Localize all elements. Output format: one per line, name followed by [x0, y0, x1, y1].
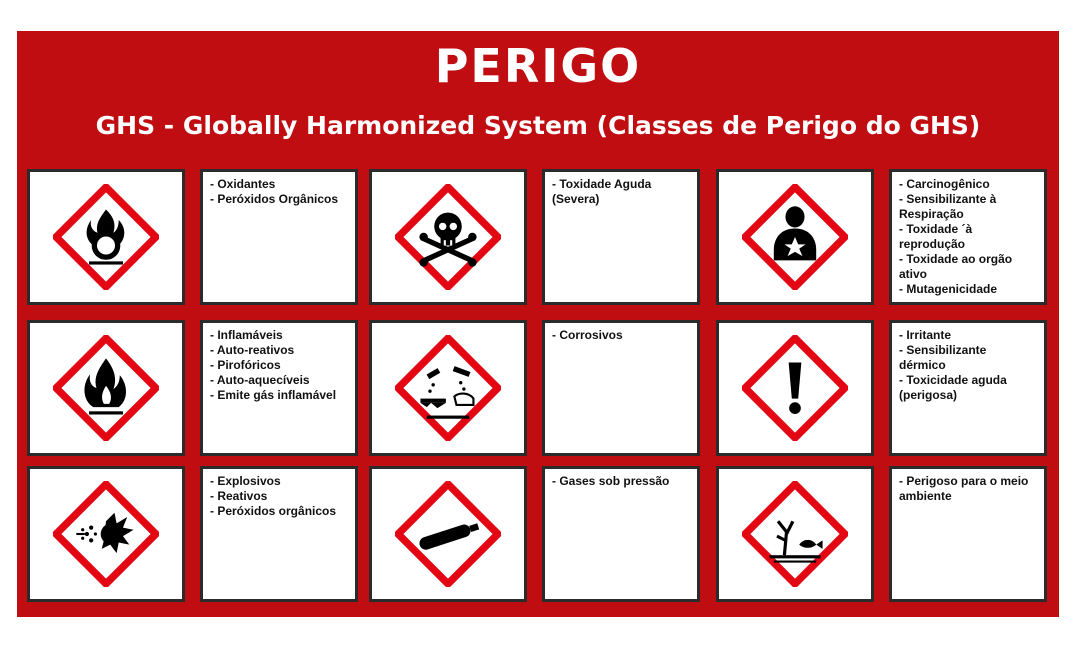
hazard-line: - Carcinogênico: [899, 177, 990, 191]
hazard-line: - Reativos: [210, 489, 268, 503]
hazard-line: - Pirofóricos: [210, 358, 281, 372]
hazard-line: (perigosa): [899, 388, 958, 402]
pictogram-box: [27, 169, 185, 305]
hazard-description: - Irritante - Sensibilizante dérmico - T…: [889, 320, 1047, 456]
hazard-description: - Corrosivos: [542, 320, 700, 456]
hazard-line: - Sensibilizante: [899, 343, 987, 357]
hazard-description: - Perigoso para o meio ambiente: [889, 466, 1047, 602]
page-subtitle: GHS - Globally Harmonized System (Classe…: [95, 111, 981, 140]
hazard-line: - Auto-reativos: [210, 343, 295, 357]
hazard-line: - Oxidantes: [210, 177, 276, 191]
hazard-description: - Explosivos - Reativos - Peróxidos orgâ…: [200, 466, 358, 602]
pictogram-box: [27, 466, 185, 602]
pictogram-box: [369, 466, 527, 602]
hazard-line: - Auto-aquecíveis: [210, 373, 310, 387]
hazard-description: - Toxidade Aguda (Severa): [542, 169, 700, 305]
hazard-line: - Explosivos: [210, 474, 281, 488]
hazard-line: Respiração: [899, 207, 964, 221]
hazard-line: - Toxidade ´à: [899, 222, 973, 236]
exclamation-mark-icon: [742, 335, 848, 441]
hazard-description: - Oxidantes - Peróxidos Orgânicos: [200, 169, 358, 305]
exploding-bomb-icon: [53, 481, 159, 587]
hazard-description: - Inflamáveis - Auto-reativos - Pirofóri…: [200, 320, 358, 456]
hazard-line: ativo: [899, 267, 928, 281]
hazard-line: - Perigoso para o meio: [899, 474, 1029, 488]
hazard-line: - Emite gás inflamável: [210, 388, 337, 402]
pictogram-box: [369, 320, 527, 456]
hazard-description: - Gases sob pressão: [542, 466, 700, 602]
hazard-line: - Mutagenicidade: [899, 282, 998, 296]
health-hazard-icon: [742, 184, 848, 290]
environment-icon: [742, 481, 848, 587]
hazard-line: (Severa): [552, 192, 600, 206]
hazard-line: - Toxicidade aguda: [899, 373, 1007, 387]
hazard-line: - Sensibilizante à: [899, 192, 997, 206]
hazard-line: - Peróxidos orgânicos: [210, 504, 337, 518]
hazard-sign: PERIGO GHS - Globally Harmonized System …: [17, 31, 1059, 617]
flame-icon: [53, 335, 159, 441]
gas-cylinder-icon: [395, 481, 501, 587]
corrosion-icon: [395, 335, 501, 441]
hazard-line: reprodução: [899, 237, 966, 251]
pictogram-box: [716, 320, 874, 456]
hazard-description: - Carcinogênico - Sensibilizante à Respi…: [889, 169, 1047, 305]
hazard-line: - Gases sob pressão: [552, 474, 670, 488]
skull-crossbones-icon: [395, 184, 501, 290]
hazard-line: - Toxidade Aguda: [552, 177, 652, 191]
hazard-line: dérmico: [899, 358, 946, 372]
hazard-line: - Irritante: [899, 328, 952, 342]
page-title: PERIGO: [434, 39, 642, 93]
hazard-line: - Peróxidos Orgânicos: [210, 192, 339, 206]
pictogram-box: [716, 169, 874, 305]
pictogram-box: [27, 320, 185, 456]
pictogram-box: [716, 466, 874, 602]
hazard-line: - Toxidade ao orgão: [899, 252, 1013, 266]
hazard-line: ambiente: [899, 489, 952, 503]
flame-over-circle-icon: [53, 184, 159, 290]
hazard-line: - Inflamáveis: [210, 328, 283, 342]
pictogram-box: [369, 169, 527, 305]
hazard-line: - Corrosivos: [552, 328, 623, 342]
